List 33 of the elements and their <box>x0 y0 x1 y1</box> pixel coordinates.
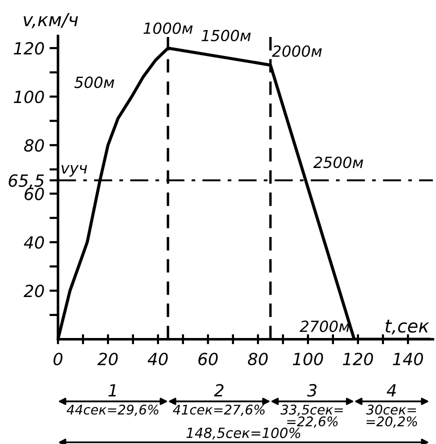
text: 41сек=27,6% <box>172 404 265 416</box>
x-tick-label: 140 <box>392 352 424 366</box>
y-tick-label: 100 <box>14 90 44 104</box>
annotation: 500м <box>74 76 114 88</box>
x-tick-label: 0 <box>54 352 62 366</box>
text: 44сек=29,6% <box>66 404 158 416</box>
y-tick-label: 20 <box>24 284 44 298</box>
text: 30сек= =20,2% <box>366 404 417 428</box>
x-axis-title: t,сек <box>386 320 430 335</box>
text: 33,5сек= =22,6% <box>280 404 343 428</box>
text: 4 <box>386 384 396 396</box>
annotation: 1000м <box>144 22 193 34</box>
y-tick-label: 120 <box>14 42 44 55</box>
x-tick-label: 60 <box>198 352 218 366</box>
text: 148,5сек=100% <box>186 428 300 440</box>
y-tick-label: 80 <box>24 139 44 152</box>
x-tick-label: 120 <box>342 352 374 366</box>
y-tick-label: 60 <box>24 188 44 200</box>
x-tick-label: 100 <box>292 352 324 366</box>
y-axis-title: v,км/ч <box>24 12 78 28</box>
y-tick-label: 65,5 <box>8 174 44 189</box>
annotation: 1500м <box>202 30 251 42</box>
text: 3 <box>307 384 317 397</box>
annotation: 2000м <box>272 45 322 57</box>
x-tick-label: 40 <box>148 352 168 366</box>
x-tick-label: 80 <box>248 352 268 366</box>
annotation: 2700м <box>300 320 350 332</box>
y-tick-label: 40 <box>24 236 44 249</box>
ref-line-label: vуч <box>62 165 88 177</box>
text: 1 <box>108 384 116 396</box>
annotation: 2500м <box>313 156 364 168</box>
x-tick-label: 20 <box>97 352 118 366</box>
text: 2 <box>214 384 224 396</box>
